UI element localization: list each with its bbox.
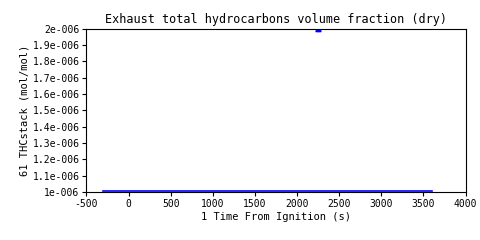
- Title: Exhaust total hydrocarbons volume fraction (dry): Exhaust total hydrocarbons volume fracti…: [105, 13, 447, 26]
- Y-axis label: 61 THCstack (mol/mol): 61 THCstack (mol/mol): [20, 45, 30, 176]
- X-axis label: 1 Time From Ignition (s): 1 Time From Ignition (s): [201, 212, 351, 222]
